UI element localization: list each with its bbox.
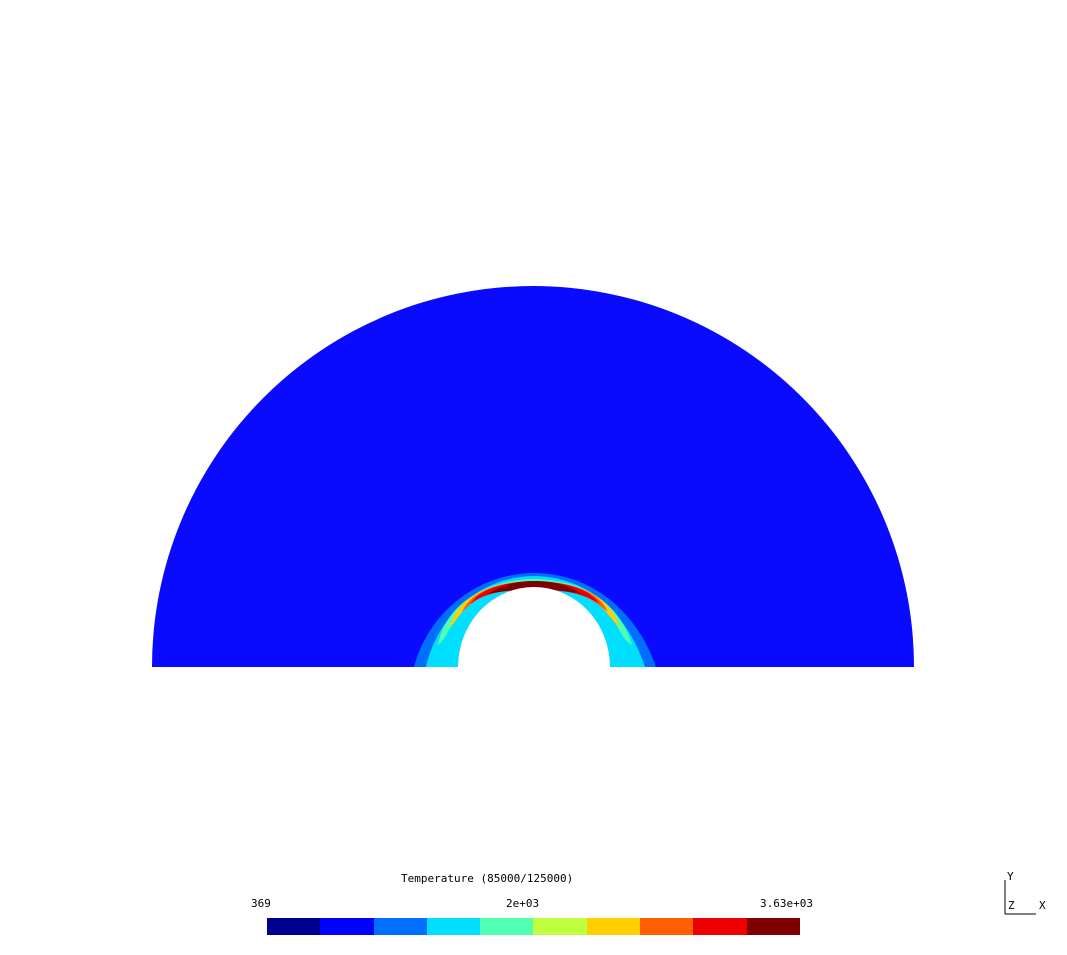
colorbar-max-label: 3.63e+03: [760, 897, 813, 910]
colorbar-segment-5: [480, 918, 534, 935]
colorbar-segment-3: [373, 918, 427, 935]
colorbar-title: Temperature (85000/125000): [401, 872, 574, 885]
colorbar-segment-6: [533, 918, 587, 935]
colorbar-segment-7: [586, 918, 641, 935]
colorbar-min-label: 369: [251, 897, 271, 910]
inner-cylinder-cutout: [458, 587, 610, 667]
colorbar-segment-8: [640, 918, 694, 935]
axis-y-label: Y: [1007, 870, 1014, 883]
colorbar-segment-4: [426, 918, 481, 935]
axis-triad-icon: [1004, 880, 1036, 915]
colorbar-segment-1: [267, 918, 321, 935]
axis-z-label: Z: [1008, 899, 1015, 912]
colorbar-segment-2: [320, 918, 374, 935]
outer-domain-region: [152, 286, 914, 667]
colorbar-mid-label: 2e+03: [506, 897, 540, 910]
colorbar-segment-9: [693, 918, 747, 935]
colorbar: [267, 918, 800, 935]
axis-x-label: X: [1039, 899, 1046, 912]
colorbar-segment-10: [746, 918, 800, 935]
